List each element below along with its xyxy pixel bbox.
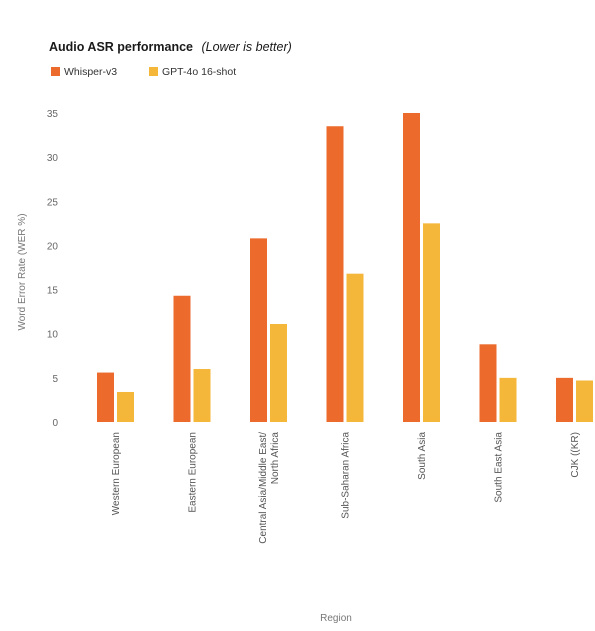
x-axis-label: Region [320,613,352,624]
legend-label-whisper: Whisper-v3 [64,66,117,78]
bars [97,113,593,422]
bar-whisper [479,344,497,422]
bar-gpt4o [576,380,593,422]
x-axis-categories: Western European Eastern European Central … [111,432,581,544]
legend: Whisper-v3 GPT-4o 16-shot [51,66,236,78]
x-category-label: South Asia [417,432,428,480]
bar-whisper [250,238,267,422]
x-category-label: Sub-Saharan Africa [341,432,352,519]
legend-swatch-whisper [51,67,60,76]
y-tick-label: 20 [47,241,59,252]
y-axis-label: Word Error Rate (WER %) [17,213,28,330]
x-category-label-line: Central Asia/Middle East/ [258,432,269,544]
bar-whisper [403,113,420,422]
x-category-label-line: Western European [111,432,122,515]
bar-gpt4o [193,369,211,422]
legend-swatch-gpt4o [149,67,158,76]
bar-gpt4o [346,273,364,422]
bar-whisper [556,377,573,422]
y-tick-label: 10 [47,330,59,341]
y-tick-label: 15 [47,286,59,297]
bar-whisper [173,295,191,422]
x-category-label-line: North Africa [270,432,281,485]
bar-whisper [97,372,114,422]
bar-gpt4o [117,391,134,422]
bar-gpt4o [499,377,517,422]
bar-whisper [326,126,344,422]
x-category-label: Central Asia/Middle East/North Africa [258,432,281,544]
chart-title-main: Audio ASR performance [49,40,193,54]
x-category-label-line: CJK ((KR) [570,432,581,478]
chart-title: Audio ASR performance (Lower is better) [49,38,292,55]
x-category-label-line: Sub-Saharan Africa [341,432,352,519]
x-category-label: South East Asia [494,432,505,503]
bar-gpt4o [270,324,287,422]
y-tick-label: 35 [47,109,59,120]
x-category-label-line: South Asia [417,432,428,480]
x-category-label: Eastern European [188,432,199,513]
y-tick-label: 25 [47,197,59,208]
x-category-label-line: South East Asia [494,432,505,503]
bar-gpt4o [423,223,440,422]
y-axis-ticks: 0 5 10 15 20 25 30 35 [47,109,59,429]
y-tick-label: 5 [52,374,58,385]
x-category-label-line: Eastern European [188,432,199,513]
y-tick-label: 30 [47,153,59,164]
x-category-label: Western European [111,432,122,515]
y-tick-label: 0 [52,418,58,429]
legend-label-gpt4o: GPT-4o 16-shot [162,66,236,78]
chart-title-note: (Lower is better) [201,40,291,54]
x-category-label: CJK ((KR) [570,432,581,478]
